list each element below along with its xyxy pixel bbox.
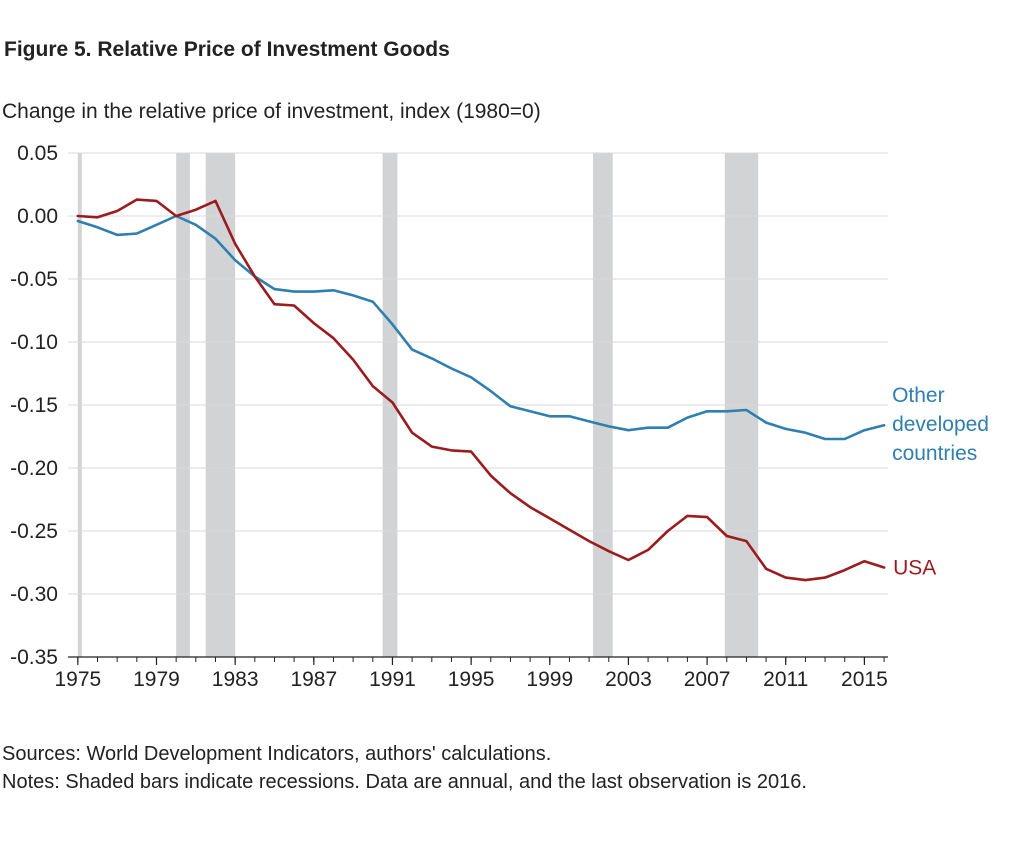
x-tick-label: 1979 — [133, 668, 180, 691]
x-tick-label: 2011 — [763, 668, 808, 691]
x-tick-label: 1987 — [290, 668, 337, 691]
x-tick-label: 2015 — [841, 668, 888, 691]
x-tick-label: 2003 — [605, 668, 652, 691]
y-tick-label: -0.35 — [10, 646, 58, 669]
x-tick-label: 1999 — [526, 668, 573, 691]
sources-note: Sources: World Development Indicators, a… — [2, 743, 552, 765]
y-tick-label: -0.05 — [10, 268, 58, 291]
series-label-usa: USA — [893, 557, 936, 580]
chart-subtitle: Change in the relative price of investme… — [2, 100, 541, 123]
series-line-usa — [76, 198, 886, 582]
series-line-other-developed-countries — [76, 214, 886, 441]
y-tick-label: -0.30 — [10, 583, 58, 606]
series-labels: USA Other developed countries — [892, 384, 989, 579]
chart-title: Figure 5. Relative Price of Investment G… — [4, 38, 450, 61]
y-tick-label: -0.20 — [10, 457, 58, 480]
line-chart: 0.05 0.00 -0.05 -0.10 -0.15 -0.20 -0.25 -0.30 -0… — [10, 142, 989, 691]
x-tick-label: 1983 — [212, 668, 259, 691]
chart-notes: Sources: World Development Indicators, a… — [2, 740, 807, 796]
y-tick-label: -0.15 — [10, 394, 58, 417]
axes: 0.05 0.00 -0.05 -0.10 -0.15 -0.20 -0.25 -0.30 -0… — [10, 142, 888, 691]
series-label-other-developed-line-1: developed — [892, 413, 989, 436]
y-tick-label: 0.05 — [17, 142, 58, 165]
gridlines — [68, 152, 888, 595]
recession-note: Notes: Shaded bars indicate recessions. … — [2, 771, 807, 793]
series-label-other-developed-line-2: countries — [892, 442, 977, 465]
x-tick-label: 1975 — [54, 668, 101, 691]
y-tick-label: -0.10 — [10, 331, 58, 354]
y-tick-label: 0.00 — [17, 205, 58, 228]
x-tick-label: 1995 — [448, 668, 495, 691]
x-tick-label: 1991 — [369, 668, 416, 691]
series-label-other-developed-line-0: Other — [892, 384, 945, 407]
y-tick-label: -0.25 — [10, 520, 58, 543]
x-tick-label: 2007 — [684, 668, 731, 691]
series-lines — [76, 198, 886, 582]
